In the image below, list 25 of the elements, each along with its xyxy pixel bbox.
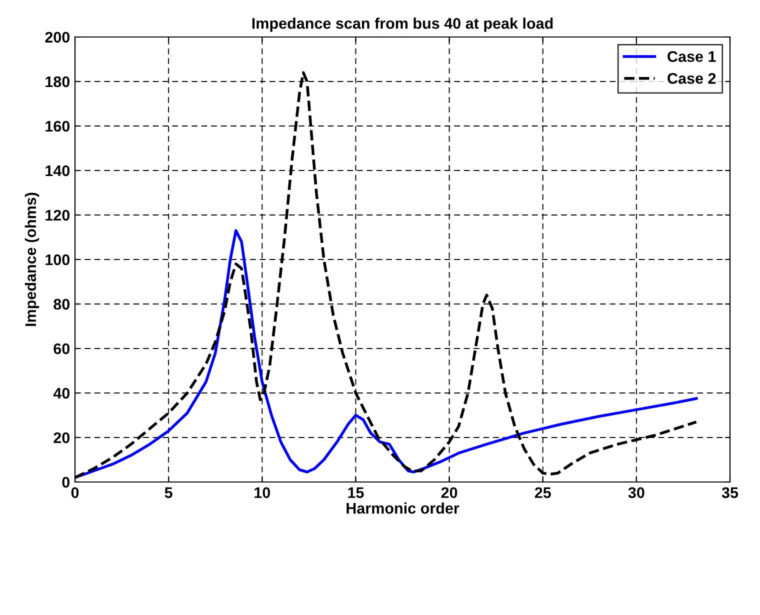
x-tick-label: 35 (722, 487, 738, 498)
x-tick-label: 10 (254, 487, 270, 498)
y-tick-label: 60 (54, 343, 70, 354)
chart-title: Impedance scan from bus 40 at peak load (252, 18, 553, 32)
x-tick-label: 20 (441, 487, 458, 498)
y-tick-label: 80 (54, 298, 70, 310)
y-tick-label: 100 (46, 254, 70, 266)
x-tick-label: 25 (534, 487, 551, 498)
legend-label: Case 2 (668, 73, 716, 84)
y-tick-label: 180 (46, 76, 70, 88)
line-series (75, 229, 698, 479)
x-tick-label: 5 (164, 487, 172, 498)
x-tick-label: 0 (71, 487, 79, 498)
y-tick-label: 140 (46, 165, 70, 176)
y-axis-title: Impedance (ohms) (24, 192, 40, 326)
y-tick-label: 40 (53, 388, 70, 399)
x-tick-label: 15 (348, 487, 364, 498)
x-axis-title: Harmonic order (346, 502, 460, 514)
y-tick-label: 0 (62, 476, 70, 488)
y-tick-label: 120 (46, 210, 70, 221)
y-tick-label: 200 (45, 32, 70, 43)
y-tick-label: 160 (46, 120, 70, 132)
y-tick-label: 20 (54, 432, 70, 444)
legend-label: Case 1 (668, 51, 716, 62)
x-tick-label: 30 (628, 487, 644, 498)
